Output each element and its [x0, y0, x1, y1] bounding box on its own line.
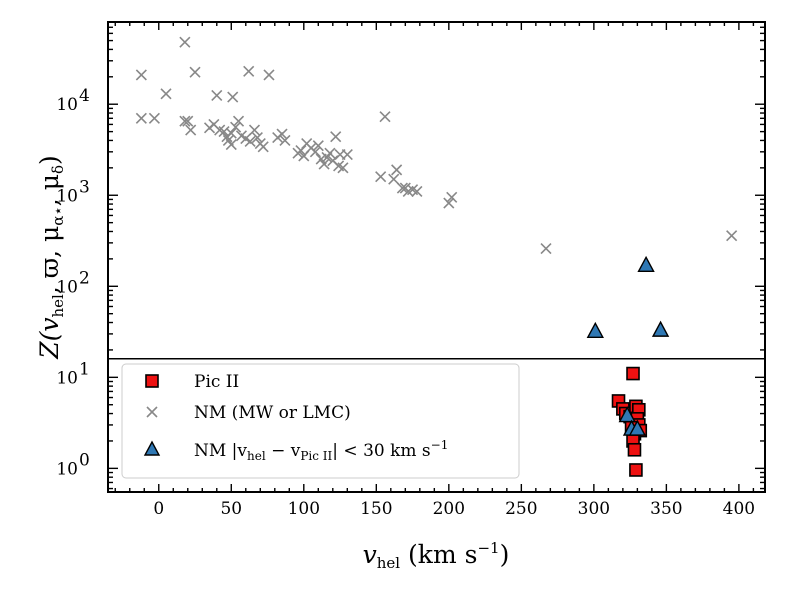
y-axis-label: Z(vhel, ϖ, μα⋆, μδ): [35, 155, 67, 360]
nm-close-point: [628, 419, 647, 436]
x-tick-label: 400: [723, 499, 755, 519]
nm-point: [276, 128, 288, 140]
nm-point: [540, 242, 552, 255]
nm-point: [225, 139, 237, 151]
nm-close-point: [618, 406, 636, 423]
nm-point: [182, 115, 194, 127]
nm-point: [135, 112, 147, 124]
nm-point: [179, 36, 191, 48]
y-tick-exponent: 2: [79, 268, 90, 288]
nm-point: [341, 148, 353, 161]
nm-point: [232, 115, 245, 127]
nm-point: [179, 115, 191, 127]
nm-point: [189, 66, 201, 78]
y-tick-label: 10: [56, 368, 78, 388]
legend-square-marker: [145, 374, 159, 388]
nm-close-point: [586, 321, 604, 339]
legend-label-pic: Pic II: [194, 372, 239, 392]
nm-point: [411, 185, 423, 198]
legend-x-marker: [146, 406, 158, 418]
y-tick-exponent: 0: [79, 450, 90, 470]
nm-point: [324, 147, 336, 159]
x-tick-label: 50: [220, 499, 242, 519]
nm-point: [251, 132, 263, 144]
nm-point: [375, 171, 387, 183]
nm-point: [230, 121, 242, 133]
nm-point: [446, 191, 458, 203]
y-tick-exponent: 1: [79, 359, 90, 379]
nm-point: [160, 88, 172, 100]
nm-point: [263, 69, 275, 81]
nm-point: [225, 127, 237, 139]
nm-point: [257, 141, 269, 153]
nm-point: [248, 124, 261, 136]
legend: Pic II NM (MW or LMC) NM |vhel − vPic II…: [121, 363, 520, 479]
nm-point: [148, 112, 160, 124]
nm-point: [443, 197, 455, 209]
nm-point: [388, 173, 400, 185]
nm-point: [337, 162, 349, 174]
nm-point: [211, 89, 223, 101]
nm-point: [396, 182, 408, 194]
y-tick-label: 10: [56, 459, 78, 479]
nm-point: [243, 65, 255, 77]
nm-point: [244, 135, 256, 148]
pic-point: [627, 442, 642, 457]
pic-point: [626, 366, 640, 381]
legend-label-nm: NM (MW or LMC): [194, 403, 351, 423]
nm-point: [279, 134, 291, 147]
x-axis-label: vhel (km s−1): [363, 539, 510, 572]
nm-point: [295, 144, 307, 157]
x-tick-label: 350: [650, 499, 682, 519]
nm-point: [227, 91, 239, 103]
x-tick-labels: 0 50 100 150 200 250 300 350 400: [153, 499, 755, 519]
nm-point: [318, 158, 330, 170]
x-tick-label: 150: [360, 499, 392, 519]
y-tick-label: 10: [56, 186, 78, 206]
legend-label-nm-close: NM |vhel − vPic II| < 30 km s−1: [194, 438, 448, 463]
legend-box: [121, 363, 520, 479]
y-tick-label: 10: [56, 95, 78, 115]
nm-point: [185, 124, 197, 136]
y-tick-exponent: 4: [79, 86, 90, 106]
data-points: [135, 36, 738, 477]
nm-point: [391, 164, 403, 176]
x-tick-label: 0: [153, 499, 164, 519]
nm-point: [135, 69, 147, 81]
x-tick-label: 100: [288, 499, 320, 519]
plot-frame: [107, 21, 766, 493]
x-tick-label: 200: [433, 499, 465, 519]
nm-point: [309, 146, 321, 158]
nm-point: [726, 230, 738, 242]
x-tick-label: 300: [578, 499, 610, 519]
legend-triangle-marker: [143, 440, 161, 456]
nm-close-point: [637, 255, 655, 273]
nm-point: [312, 140, 324, 152]
nm-close-point: [651, 320, 670, 337]
pic-point: [629, 463, 643, 477]
y-tick-label: 10: [56, 277, 78, 297]
x-tick-label: 250: [505, 499, 537, 519]
nm-point: [330, 131, 342, 143]
y-tick-exponent: 3: [79, 177, 90, 197]
nm-point: [379, 111, 391, 123]
